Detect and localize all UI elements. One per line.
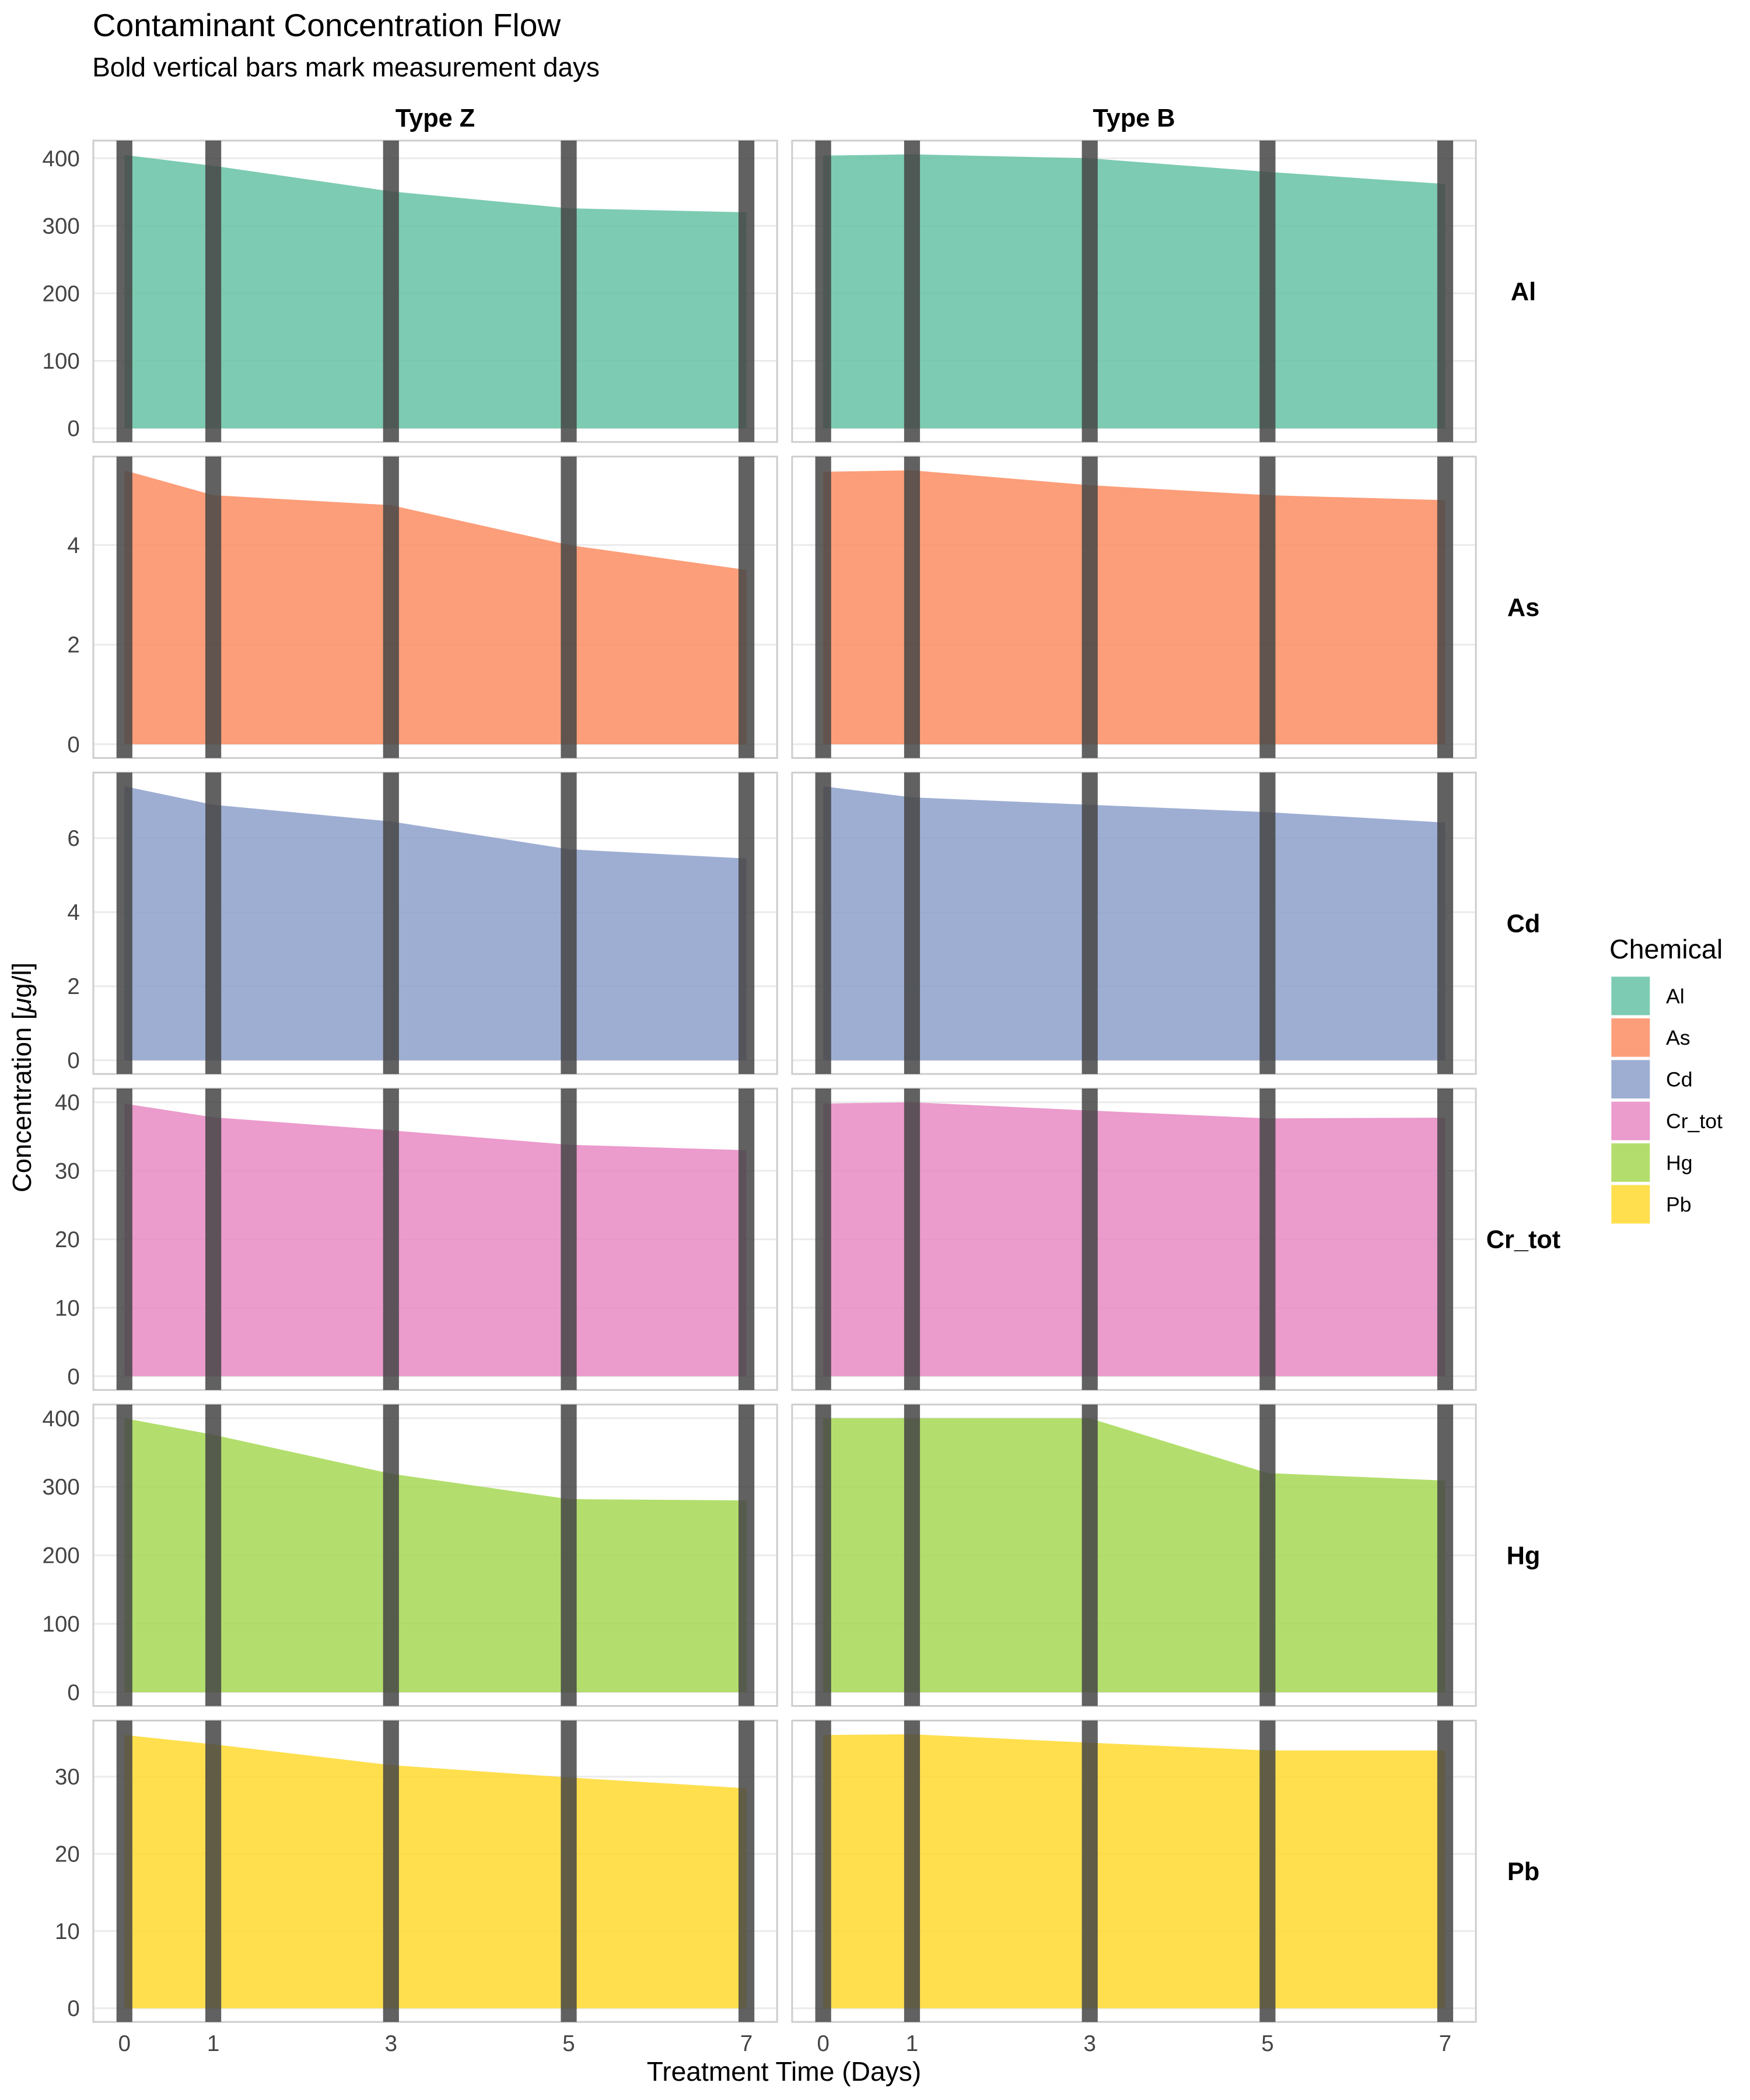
svg-text:As: As (1507, 594, 1539, 622)
svg-text:100: 100 (43, 1612, 80, 1637)
svg-text:0: 0 (67, 1996, 79, 2021)
svg-text:Hg: Hg (1507, 1542, 1541, 1570)
svg-text:As: As (1666, 1026, 1690, 1049)
svg-text:Al: Al (1511, 278, 1536, 306)
svg-text:Pb: Pb (1507, 1858, 1539, 1886)
svg-text:400: 400 (43, 1406, 80, 1432)
svg-text:0: 0 (67, 416, 79, 442)
svg-text:Pb: Pb (1666, 1193, 1692, 1216)
svg-text:5: 5 (1261, 2031, 1273, 2056)
svg-text:Chemical: Chemical (1609, 934, 1723, 964)
svg-text:Type Z: Type Z (396, 104, 475, 132)
svg-text:6: 6 (67, 826, 79, 851)
svg-text:0: 0 (67, 1048, 79, 1073)
svg-text:400: 400 (43, 146, 80, 172)
svg-text:10: 10 (55, 1919, 80, 1944)
svg-text:Type B: Type B (1093, 104, 1175, 132)
svg-text:Concentration [μg/l]: Concentration [μg/l] (7, 963, 37, 1192)
svg-text:200: 200 (43, 281, 80, 306)
svg-text:4: 4 (67, 900, 79, 925)
svg-text:20: 20 (55, 1842, 80, 1867)
svg-text:Treatment Time (Days): Treatment Time (Days) (647, 2056, 922, 2087)
svg-text:0: 0 (67, 1364, 79, 1390)
svg-text:30: 30 (55, 1765, 80, 1790)
svg-text:0: 0 (817, 2031, 829, 2056)
svg-text:Bold vertical bars mark measur: Bold vertical bars mark measurement days (92, 52, 600, 82)
svg-text:20: 20 (55, 1227, 80, 1252)
svg-text:1: 1 (207, 2031, 219, 2056)
svg-text:30: 30 (55, 1159, 80, 1184)
svg-text:40: 40 (55, 1090, 80, 1115)
svg-text:Cr_tot: Cr_tot (1486, 1226, 1560, 1254)
svg-text:Al: Al (1666, 985, 1685, 1008)
svg-text:0: 0 (67, 732, 79, 757)
svg-text:0: 0 (67, 1681, 79, 1706)
svg-text:Hg: Hg (1666, 1152, 1692, 1175)
svg-text:0: 0 (118, 2031, 131, 2056)
svg-text:Cd: Cd (1507, 910, 1541, 938)
svg-text:200: 200 (43, 1544, 80, 1569)
svg-text:300: 300 (43, 1475, 80, 1500)
svg-text:Cd: Cd (1666, 1068, 1692, 1091)
svg-text:1: 1 (906, 2031, 918, 2056)
svg-text:5: 5 (562, 2031, 575, 2056)
svg-text:2: 2 (67, 633, 79, 658)
svg-text:Contaminant Concentration Flow: Contaminant Concentration Flow (93, 7, 561, 43)
svg-text:3: 3 (385, 2031, 397, 2056)
svg-text:3: 3 (1083, 2031, 1096, 2056)
svg-text:100: 100 (43, 349, 80, 374)
svg-text:300: 300 (43, 214, 80, 239)
svg-text:2: 2 (67, 974, 79, 999)
svg-text:7: 7 (1439, 2031, 1451, 2056)
svg-text:Cr_tot: Cr_tot (1666, 1110, 1723, 1133)
svg-text:10: 10 (55, 1296, 80, 1321)
svg-text:4: 4 (67, 533, 79, 558)
svg-text:7: 7 (740, 2031, 752, 2056)
